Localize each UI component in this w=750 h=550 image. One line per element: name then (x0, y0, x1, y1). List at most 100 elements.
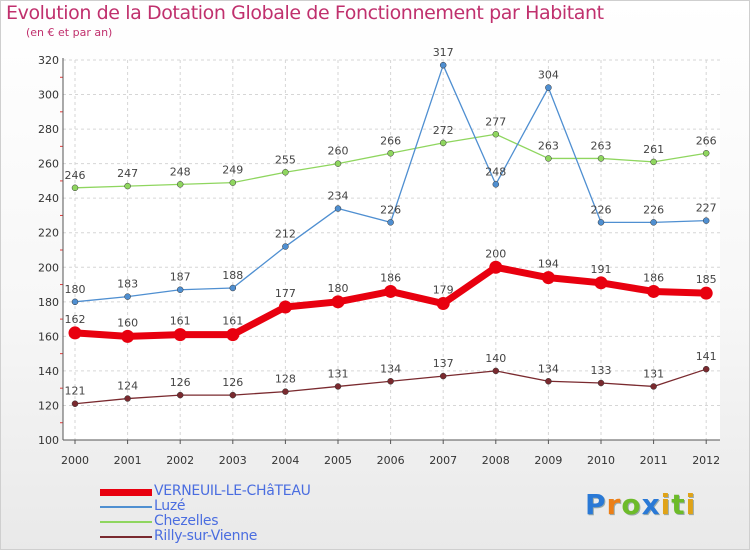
legend-swatch (100, 506, 152, 508)
data-point (492, 131, 500, 138)
legend-swatch (100, 536, 152, 538)
data-point (650, 158, 657, 166)
data-point (387, 378, 394, 385)
data-label: 160 (117, 316, 138, 329)
logo-letter: t (671, 488, 686, 521)
data-point (282, 388, 289, 395)
data-point (71, 400, 79, 407)
legend-label: VERNEUIL-LE-CHâTEAU (154, 483, 311, 499)
data-label: 126 (170, 376, 191, 389)
data-point (334, 383, 342, 390)
chart-title: Evolution de la Dotation Globale de Fonc… (6, 2, 604, 24)
data-label: 177 (275, 287, 296, 300)
data-label: 162 (65, 313, 86, 326)
data-label: 248 (485, 165, 506, 178)
y-tick-label: 180 (38, 296, 59, 309)
data-point (594, 276, 608, 290)
data-point (702, 217, 710, 224)
data-point (650, 219, 657, 226)
y-tick-label: 160 (38, 330, 59, 343)
data-label: 200 (485, 247, 506, 260)
data-label: 134 (380, 362, 401, 375)
data-label: 185 (696, 273, 717, 286)
data-label: 263 (538, 139, 559, 152)
data-point (384, 284, 398, 298)
data-label: 121 (65, 385, 86, 398)
data-label: 183 (117, 278, 138, 291)
data-label: 179 (433, 284, 454, 297)
data-label: 266 (696, 134, 717, 147)
y-tick-label: 100 (38, 434, 59, 447)
data-point (68, 326, 82, 340)
data-point (331, 295, 345, 309)
data-point (387, 219, 394, 226)
data-point (492, 367, 500, 375)
data-point (545, 378, 552, 385)
data-point (489, 260, 503, 274)
data-point (597, 219, 605, 226)
data-label: 180 (328, 282, 349, 295)
data-point (387, 150, 394, 157)
legend-label: Luzé (154, 498, 186, 514)
data-label: 141 (696, 350, 717, 363)
data-point (699, 286, 713, 300)
data-label: 187 (170, 271, 191, 284)
x-tick-label: 2010 (587, 454, 615, 467)
data-label: 317 (433, 46, 454, 59)
logo-letter: r (606, 488, 622, 521)
data-point (334, 160, 342, 167)
data-point (278, 300, 292, 314)
x-tick-label: 2004 (271, 454, 299, 467)
data-point (439, 139, 447, 147)
data-point (124, 395, 131, 402)
plot-area (63, 60, 720, 440)
x-tick-label: 2005 (324, 454, 352, 467)
data-point (650, 383, 657, 390)
data-label: 212 (275, 228, 296, 241)
x-tick-label: 2003 (219, 454, 247, 467)
data-point (124, 293, 131, 300)
y-tick-label: 240 (38, 192, 59, 205)
data-label: 191 (591, 263, 612, 276)
data-point (71, 298, 79, 306)
data-label: 234 (328, 190, 349, 203)
legend-swatch (100, 521, 152, 523)
data-point (229, 284, 237, 292)
x-tick-label: 2006 (377, 454, 405, 467)
x-tick-label: 2012 (692, 454, 720, 467)
x-tick-label: 2001 (114, 454, 142, 467)
logo-letter: i (685, 488, 697, 521)
data-point (597, 155, 605, 162)
data-label: 133 (591, 364, 612, 377)
x-tick-label: 2009 (534, 454, 562, 467)
x-tick-label: 2002 (166, 454, 194, 467)
data-label: 161 (222, 315, 243, 328)
x-tick-label: 2011 (640, 454, 668, 467)
x-tick-label: 2007 (429, 454, 457, 467)
data-point (124, 182, 131, 190)
data-label: 194 (538, 258, 559, 271)
data-point (334, 205, 342, 212)
data-label: 124 (117, 380, 138, 393)
data-label: 263 (591, 139, 612, 152)
logo-letter: P (585, 488, 607, 521)
data-label: 266 (380, 134, 401, 147)
data-label: 180 (65, 283, 86, 296)
data-point (439, 372, 447, 380)
data-point (647, 284, 661, 298)
data-label: 255 (275, 153, 296, 166)
y-tick-label: 200 (38, 261, 59, 274)
logo-letter: x (641, 488, 661, 521)
logo-letter: i (660, 488, 672, 521)
data-label: 226 (643, 203, 664, 216)
data-label: 226 (380, 203, 401, 216)
data-point (229, 391, 237, 399)
data-label: 188 (222, 269, 243, 282)
data-label: 260 (328, 145, 349, 158)
data-point (492, 181, 500, 188)
data-point (176, 181, 184, 188)
proxiti-logo: Proxiti (585, 488, 696, 521)
y-tick-label: 120 (38, 399, 59, 412)
data-point (545, 155, 552, 162)
